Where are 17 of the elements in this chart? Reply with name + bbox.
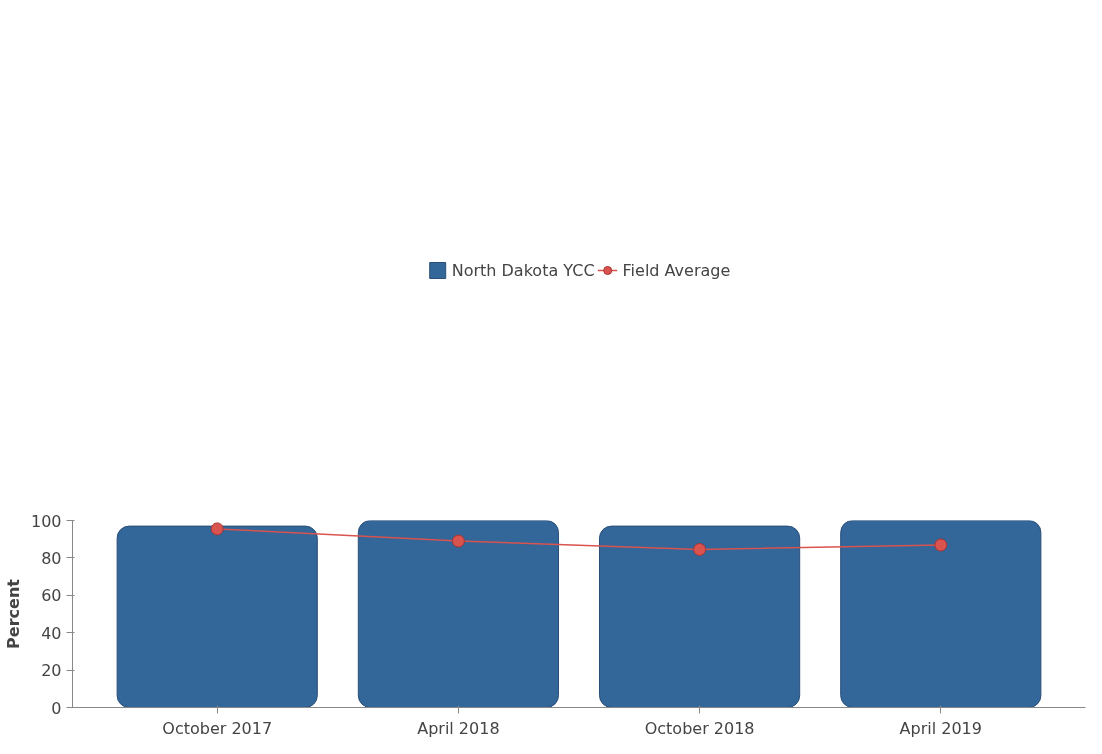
y-tick-label: 60 (41, 586, 62, 606)
point (934, 538, 948, 552)
legend-label: North Dakota YCC (451, 260, 595, 280)
y-axis-title: Percent (3, 578, 23, 649)
x-tick-label: April 2019 (899, 718, 982, 738)
point (210, 522, 224, 536)
y-tick-label: 20 (41, 661, 62, 681)
y-tick-label: 40 (41, 623, 62, 643)
x-tick-label: April 2018 (417, 718, 500, 738)
y-tick-label: 0 (51, 698, 62, 718)
x-tick-label: October 2017 (162, 718, 273, 738)
y-tick-label: 80 (41, 548, 62, 568)
legend-label: Field Average (622, 260, 731, 280)
point (451, 534, 465, 548)
y-tick-label: 100 (30, 511, 62, 531)
x-tick-label: October 2018 (644, 718, 755, 738)
point (693, 543, 707, 556)
